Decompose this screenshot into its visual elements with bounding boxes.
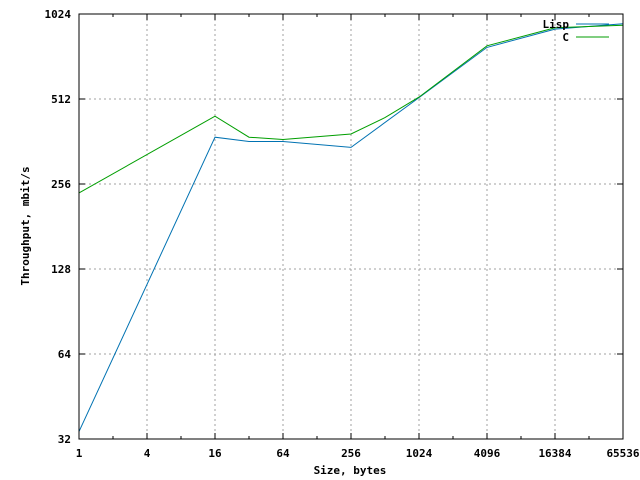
y-tick-labels: 32 64 128 256 512 1024 (45, 8, 72, 446)
x-tick-label: 16384 (538, 447, 571, 460)
y-tick-label: 1024 (45, 8, 72, 21)
x-tick-label: 4 (144, 447, 151, 460)
y-tick-label: 128 (51, 263, 71, 276)
legend-label: Lisp (543, 18, 570, 31)
x-tick-label: 256 (341, 447, 361, 460)
y-tick-label: 512 (51, 93, 71, 106)
y-tick-label: 32 (58, 433, 71, 446)
series-layer (78, 23, 624, 432)
grid-layer (79, 14, 623, 439)
x-tick-label: 4096 (474, 447, 501, 460)
y-axis-label: Throughput, mbit/s (19, 166, 32, 285)
x-tick-label: 64 (276, 447, 290, 460)
plot-frame (78, 13, 624, 440)
x-tick-label: 16 (208, 447, 222, 460)
y-tick-label: 64 (58, 348, 72, 361)
x-tick-labels: 1 4 16 64 256 1024 4096 16384 65536 (76, 447, 640, 460)
x-axis-label: Size, bytes (314, 464, 387, 477)
series-line-lisp (78, 23, 624, 432)
x-tick-label: 1024 (406, 447, 433, 460)
legend-label: C (562, 31, 569, 44)
x-tick-label: 1 (76, 447, 83, 460)
y-tick-label: 256 (51, 178, 71, 191)
series-line-c (78, 24, 624, 194)
x-tick-label: 65536 (606, 447, 639, 460)
